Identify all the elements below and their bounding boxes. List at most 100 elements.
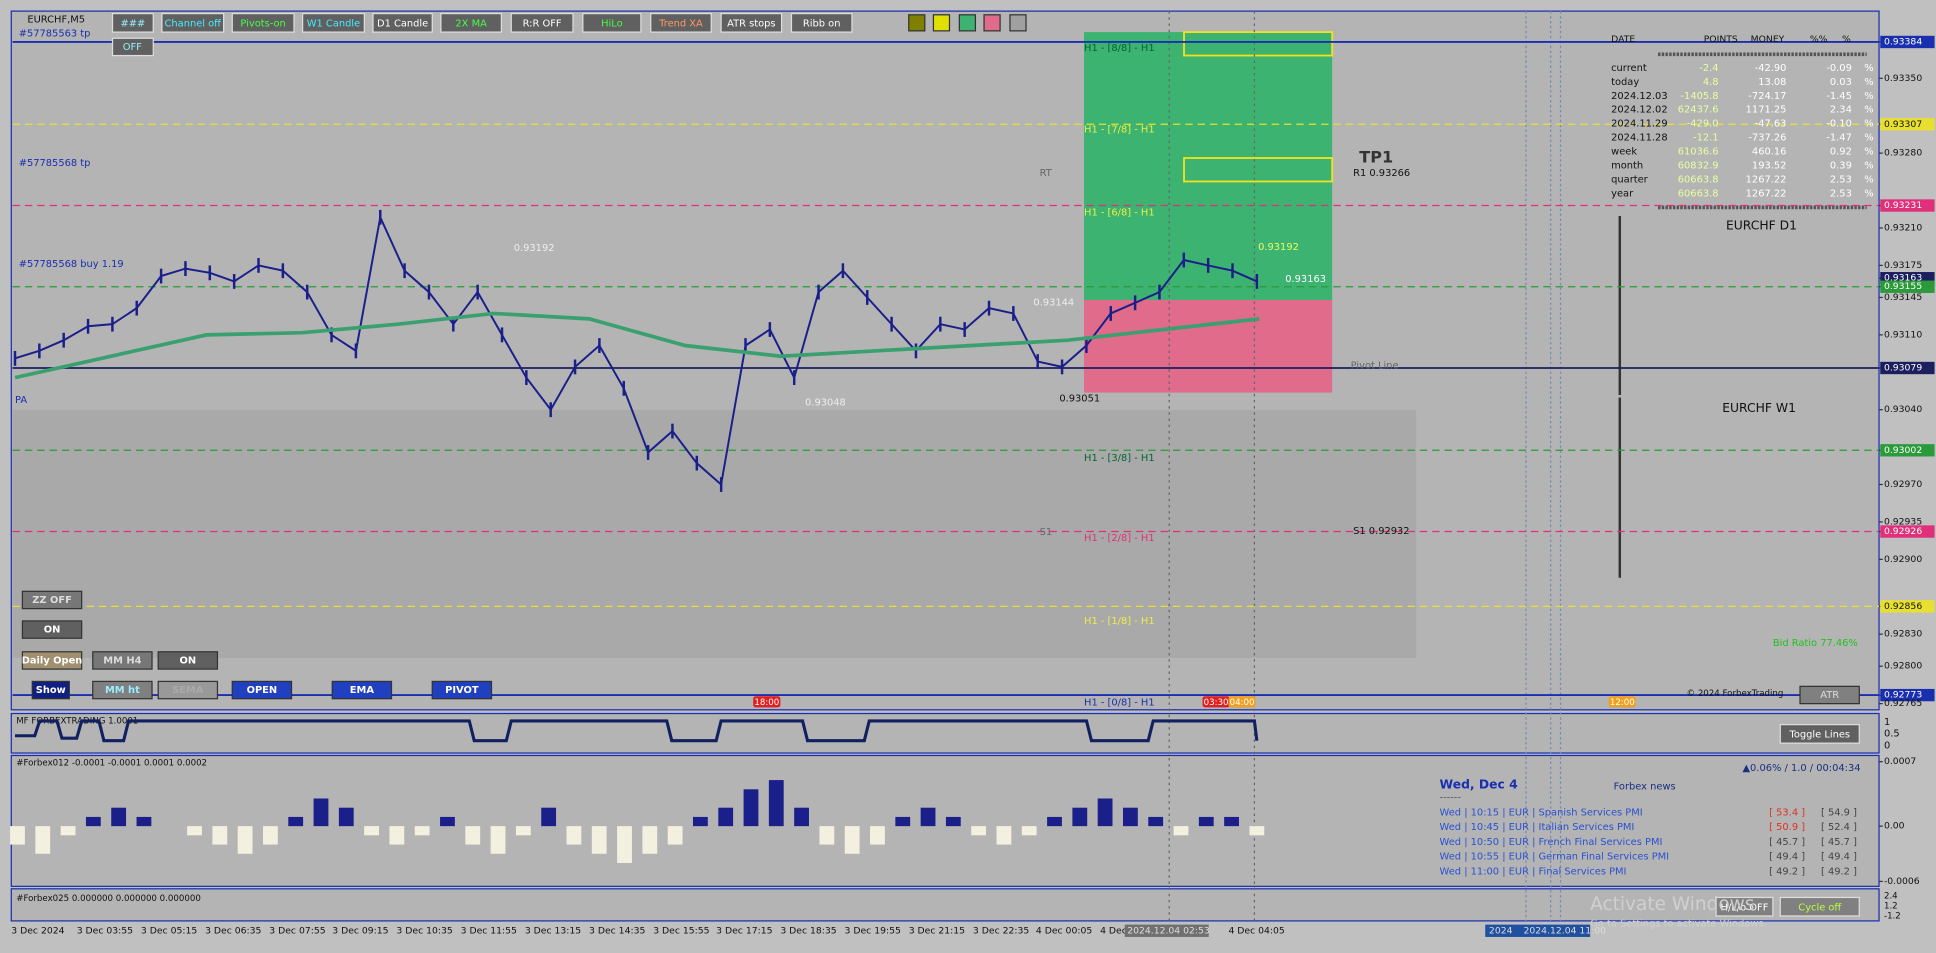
- stats-cell: 0.39: [1830, 161, 1852, 172]
- toolbar-button[interactable]: Channel off: [161, 12, 225, 33]
- news-actual: [ 49.4 ]: [1769, 852, 1805, 863]
- time-marker-bg: [1202, 696, 1230, 708]
- indicator1-axis: 0.5: [1884, 728, 1900, 739]
- time-label: 4 Dec 04:05: [1228, 925, 1284, 936]
- button-bg: [582, 12, 642, 33]
- pa-label: PA: [15, 395, 27, 406]
- time-cursor-bg: [1485, 924, 1591, 937]
- toolbar-button[interactable]: Ribb on: [790, 12, 853, 33]
- time-marker: 18:00: [754, 698, 779, 708]
- button-label: MM ht: [105, 685, 140, 696]
- time-marker: 12:00: [1610, 698, 1635, 708]
- button-label: SEMA: [172, 685, 204, 696]
- chart-button[interactable]: OPEN: [231, 680, 293, 700]
- news-event: Wed | 11:00 | EUR | Final Services PMI: [1440, 867, 1627, 878]
- indicator1-line: [15, 719, 1259, 743]
- osc-bar: [465, 826, 481, 845]
- stats-cell: -12.1: [1693, 133, 1719, 144]
- color-swatch[interactable]: [983, 14, 1001, 32]
- button-label: 2X MA: [455, 18, 487, 29]
- indicator3-axis: 1.2: [1884, 902, 1898, 912]
- chart-button[interactable]: ON: [21, 620, 83, 639]
- range-zone: [12, 409, 1417, 658]
- stats-cell: 2.53: [1830, 188, 1852, 199]
- stats-cell: 2.34: [1830, 105, 1852, 116]
- order-label: #57785568 tp: [19, 158, 91, 169]
- time-label: 3 Dec 11:55: [461, 925, 517, 936]
- toolbar-button[interactable]: D1 Candle: [372, 12, 433, 33]
- button-bg: [440, 12, 502, 33]
- atr-button[interactable]: ATR: [1799, 685, 1860, 705]
- chart-button[interactable]: ZZ OFF: [21, 590, 83, 610]
- time-label: 3 Dec 03:55: [77, 925, 133, 936]
- button-label: ###: [120, 18, 145, 29]
- chart-button[interactable]: Show: [31, 680, 70, 700]
- chart-button[interactable]: SEMA: [157, 680, 219, 700]
- price-label: 0.93280: [1884, 148, 1922, 159]
- color-swatch[interactable]: [1009, 14, 1027, 32]
- osc-axis-label: -0.0006: [1884, 876, 1920, 887]
- toolbar-button[interactable]: HiLo: [582, 12, 642, 33]
- osc-bar: [111, 807, 127, 827]
- toolbar-button[interactable]: W1 Candle: [302, 12, 365, 33]
- time-axis: 3 Dec 2024 3 Dec 03:55 3 Dec 05:15 3 Dec 06…: [11, 696, 1636, 937]
- swing-high: 0.93192: [1258, 242, 1299, 253]
- news-forecast: [ 52.4 ]: [1821, 822, 1857, 833]
- osc-bar: [920, 807, 936, 827]
- stats-header: %: [1842, 34, 1851, 45]
- osc-bar: [1047, 816, 1062, 827]
- osc-bar: [85, 816, 101, 827]
- time-label: 3 Dec 22:35: [973, 925, 1029, 936]
- toolbar-button[interactable]: Trend XA: [650, 12, 712, 33]
- mid-price: 0.93144: [1033, 297, 1074, 308]
- stats-cell: 61036.6: [1678, 147, 1719, 158]
- chart-button[interactable]: MM ht: [92, 680, 153, 700]
- chart-button[interactable]: ON: [157, 651, 219, 670]
- osc-bar: [313, 798, 329, 827]
- color-swatch[interactable]: [908, 14, 926, 32]
- button-bg: [92, 651, 153, 670]
- stats-cell: quarter: [1611, 174, 1649, 185]
- rt-label: RT: [1040, 168, 1053, 179]
- toolbar-button[interactable]: ATR stops: [720, 12, 783, 33]
- color-swatch[interactable]: [932, 14, 951, 32]
- news-event: Wed | 10:55 | EUR | German Final Service…: [1440, 852, 1670, 863]
- osc-bar: [212, 826, 228, 845]
- stats-header: POINTS: [1704, 34, 1738, 45]
- toggle-button[interactable]: OFF: [111, 37, 154, 57]
- chart-button[interactable]: PIVOT: [431, 680, 493, 700]
- chart-button[interactable]: MM H4: [92, 651, 153, 670]
- osc-bar: [1148, 816, 1164, 827]
- button-bg: [331, 680, 393, 700]
- price-label: 0.92773: [1884, 690, 1922, 701]
- toolbar-button[interactable]: ###: [111, 12, 154, 33]
- toolbar-button[interactable]: Pivots-on: [231, 12, 295, 33]
- stats-header: %%: [1810, 34, 1828, 45]
- toolbar-button[interactable]: 2X MA: [440, 12, 502, 33]
- price-plot: [13, 209, 1260, 492]
- price-tag: [1880, 525, 1935, 538]
- time-label: 3 Dec 18:35: [780, 925, 836, 936]
- button-label: D1 Candle: [377, 18, 428, 29]
- news-divider: ------: [1440, 792, 1462, 803]
- chart-button[interactable]: Daily Open: [22, 651, 83, 670]
- order-label: #57785568 buy 1.19: [19, 259, 124, 270]
- chart-button[interactable]: EMA: [331, 680, 393, 700]
- toggle-lines-button[interactable]: Toggle Lines: [1779, 724, 1860, 744]
- time-label: 3 Dec 21:15: [909, 925, 965, 936]
- tp-box: [1183, 157, 1334, 183]
- button-label: ON: [44, 625, 61, 636]
- toolbar-button[interactable]: R:R OFF: [510, 12, 574, 33]
- osc-bar: [1021, 826, 1037, 836]
- stats-cell: 60663.8: [1678, 174, 1719, 185]
- swing-high: 0.93192: [514, 243, 555, 254]
- button-bg: [231, 680, 293, 700]
- button-label: ON: [180, 655, 197, 666]
- time-label: 3 Dec 13:15: [525, 925, 581, 936]
- stats-cell: 1171.25: [1746, 105, 1787, 116]
- cycle-button[interactable]: Cycle off: [1779, 896, 1860, 917]
- hl-button[interactable]: H/L/o OFF: [1715, 896, 1774, 917]
- color-swatch[interactable]: [958, 14, 977, 32]
